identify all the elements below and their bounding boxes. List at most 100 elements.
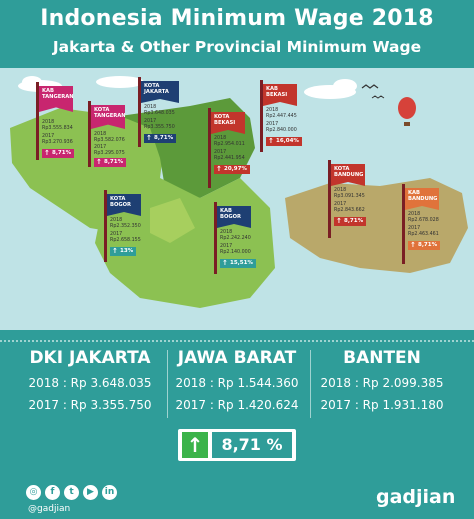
flag-value-2017: Rp2.658.155 bbox=[110, 238, 141, 243]
flag-banner: KAB TANGERANG bbox=[39, 86, 73, 112]
bird bbox=[371, 95, 385, 99]
overall-change-badge: ↑ 8,71 % bbox=[178, 429, 296, 461]
hot-air-balloon-icon bbox=[398, 97, 416, 119]
page-title: Indonesia Minimum Wage 2018 bbox=[40, 6, 434, 31]
regional-stats: DKI JAKARTA 2018 : Rp 3.648.035 2017 : R… bbox=[0, 330, 474, 470]
flag-value-2018: Rp2.242.240 bbox=[220, 236, 251, 241]
flag-banner: KOTA JAKARTA bbox=[141, 81, 179, 103]
region-name: BANTEN bbox=[343, 348, 421, 368]
flag-change: ↑ 20,97% bbox=[214, 165, 250, 174]
flag-year-2017: 2017 bbox=[110, 232, 123, 237]
twitter-icon[interactable]: t bbox=[64, 485, 79, 500]
footer: ◎ f t ▶ in @gadjian gadjian bbox=[0, 470, 474, 519]
flag-year-2017: 2017 bbox=[144, 119, 157, 124]
flag-change: ↑ 13% bbox=[110, 247, 137, 256]
flag-value-2017: Rp2.843.662 bbox=[334, 208, 365, 213]
header: Indonesia Minimum Wage 2018 Jakarta & Ot… bbox=[0, 0, 474, 68]
flag-year-2018: 2018 bbox=[94, 132, 107, 137]
region-2018: 2018 : Rp 1.544.360 bbox=[175, 376, 299, 390]
region-2018: 2018 : Rp 2.099.385 bbox=[320, 376, 444, 390]
flag-year-2017: 2017 bbox=[408, 226, 421, 231]
flag-year-2018: 2018 bbox=[408, 212, 421, 217]
map-region-bandung bbox=[285, 178, 468, 273]
flag-pole bbox=[208, 108, 211, 188]
region-2018: 2018 : Rp 3.648.035 bbox=[28, 376, 152, 390]
flag-banner: KOTA BANDUNG bbox=[331, 164, 365, 186]
flag-year-2018: 2018 bbox=[214, 136, 227, 141]
flag-banner: KAB BEKASI bbox=[263, 84, 297, 106]
region-2017: 2017 : Rp 3.355.750 bbox=[28, 398, 152, 412]
flag-pole bbox=[260, 80, 263, 152]
flag-value-2018: Rp2.678.028 bbox=[408, 218, 439, 223]
flag-year-2018: 2018 bbox=[334, 188, 347, 193]
column-divider bbox=[310, 350, 311, 418]
arrow-up-icon: ↑ bbox=[96, 158, 102, 166]
bird bbox=[361, 84, 379, 89]
linkedin-icon[interactable]: in bbox=[102, 485, 117, 500]
page-subtitle: Jakarta & Other Provincial Minimum Wage bbox=[52, 38, 422, 56]
region-jawa-barat: JAWA BARAT 2018 : Rp 1.544.360 2017 : Rp… bbox=[167, 348, 307, 412]
flag-value-2017: Rp2.140.000 bbox=[220, 250, 251, 255]
flag-value-2018: Rp2.352.350 bbox=[110, 224, 141, 229]
flag-banner: KOTA BOGOR bbox=[107, 194, 141, 216]
flag-pole bbox=[104, 190, 107, 262]
social-handle: @gadjian bbox=[28, 504, 71, 514]
flag-change: ↑ 8,71% bbox=[408, 241, 441, 250]
flag-year-2018: 2018 bbox=[110, 218, 123, 223]
flag-value-2017: Rp3.355.750 bbox=[144, 125, 175, 130]
flag-change: ↑ 15,51% bbox=[220, 259, 256, 268]
flag-year-2018: 2018 bbox=[266, 108, 279, 113]
flag-change: ↑ 8,71% bbox=[144, 134, 177, 143]
facebook-icon[interactable]: f bbox=[45, 485, 60, 500]
gadjian-logo: gadjian bbox=[376, 486, 456, 508]
flag-value-2017: Rp3.295.075 bbox=[94, 151, 125, 156]
flag-pole bbox=[328, 160, 331, 238]
region-banten: BANTEN 2018 : Rp 2.099.385 2017 : Rp 1.9… bbox=[312, 348, 452, 412]
flag-value-2018: Rp3.582.076 bbox=[94, 138, 125, 143]
flag-year-2017: 2017 bbox=[42, 134, 55, 139]
map-area: KAB TANGERANG 2018 Rp3.555.834 2017 Rp3.… bbox=[0, 68, 474, 330]
arrow-up-icon: ↑ bbox=[216, 165, 222, 173]
flag-year-2018: 2018 bbox=[42, 120, 55, 125]
flag-value-2018: Rp2.954.011 bbox=[214, 142, 245, 147]
flag-pole bbox=[138, 77, 141, 147]
arrow-up-icon: ↑ bbox=[222, 259, 228, 267]
flag-pole bbox=[402, 184, 405, 264]
flag-year-2018: 2018 bbox=[220, 230, 233, 235]
arrow-up-icon: ↑ bbox=[182, 432, 208, 458]
flag-year-2018: 2018 bbox=[144, 105, 157, 110]
flag-value-2017: Rp3.270.936 bbox=[42, 140, 73, 145]
arrow-up-icon: ↑ bbox=[336, 217, 342, 225]
cloud bbox=[96, 76, 144, 88]
map-region-bogor bbox=[150, 198, 195, 243]
flag-banner: KOTA BEKASI bbox=[211, 112, 245, 134]
flag-value-2017: Rp2.840.000 bbox=[266, 128, 297, 133]
arrow-up-icon: ↑ bbox=[146, 134, 152, 142]
flag-pole bbox=[36, 82, 39, 160]
region-name: DKI JAKARTA bbox=[29, 348, 151, 368]
cloud bbox=[333, 79, 357, 93]
flag-year-2017: 2017 bbox=[266, 122, 279, 127]
arrow-up-icon: ↑ bbox=[112, 247, 118, 255]
overall-change-value: 8,71 % bbox=[212, 432, 292, 458]
flag-year-2017: 2017 bbox=[334, 202, 347, 207]
dotted-divider bbox=[0, 340, 474, 342]
region-dki-jakarta: DKI JAKARTA 2018 : Rp 3.648.035 2017 : R… bbox=[20, 348, 160, 412]
flag-change: ↑ 8,71% bbox=[334, 217, 367, 226]
flag-pole bbox=[214, 202, 217, 274]
flag-value-2018: Rp3.555.834 bbox=[42, 126, 73, 131]
flag-value-2017: Rp2.441.954 bbox=[214, 156, 245, 161]
flag-banner: KAB BOGOR bbox=[217, 206, 251, 228]
region-2017: 2017 : Rp 1.931.180 bbox=[320, 398, 444, 412]
instagram-icon[interactable]: ◎ bbox=[26, 485, 41, 500]
flag-change: ↑ 8,71% bbox=[42, 149, 75, 158]
arrow-up-icon: ↑ bbox=[268, 137, 274, 145]
balloon-basket bbox=[404, 122, 410, 126]
flag-change: ↑ 8,71% bbox=[94, 158, 127, 167]
youtube-icon[interactable]: ▶ bbox=[83, 485, 98, 500]
flag-value-2017: Rp2.463.461 bbox=[408, 232, 439, 237]
flag-banner: KAB BANDUNG bbox=[405, 188, 439, 210]
column-divider bbox=[167, 350, 168, 418]
flag-year-2017: 2017 bbox=[220, 244, 233, 249]
flag-pole bbox=[88, 101, 91, 167]
